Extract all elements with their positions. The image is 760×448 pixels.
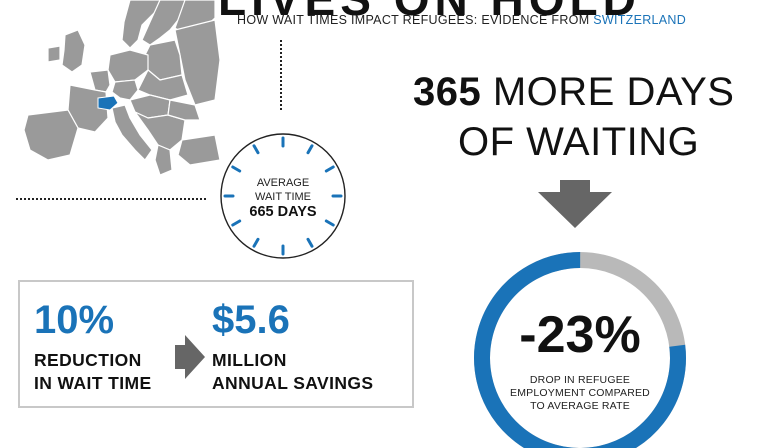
clock-tick bbox=[306, 237, 314, 248]
clock-tick bbox=[324, 165, 335, 173]
reduction-value: 10% bbox=[34, 298, 115, 342]
dotted-connector-horizontal bbox=[16, 198, 206, 202]
headline-line-1-text: MORE DAYS bbox=[481, 70, 735, 114]
ring-value: -23% bbox=[519, 306, 641, 364]
headline-line-1: 365 MORE DAYS bbox=[413, 70, 734, 115]
page-subtitle: HOW WAIT TIMES IMPACT REFUGEES: EVIDENCE… bbox=[237, 13, 686, 27]
right-arrow-icon bbox=[175, 335, 205, 379]
employment-ring bbox=[474, 252, 686, 448]
clock-tick bbox=[324, 219, 335, 227]
headline-line-2: OF WAITING bbox=[458, 120, 700, 164]
savings-box bbox=[18, 280, 414, 408]
subtitle-text: HOW WAIT TIMES IMPACT REFUGEES: EVIDENCE… bbox=[237, 13, 594, 27]
ring-progress bbox=[474, 252, 686, 448]
headline-number: 365 bbox=[413, 70, 482, 114]
reduction-label-2: IN WAIT TIME bbox=[34, 373, 152, 393]
page-title: LIVES ON HOLD bbox=[218, 0, 641, 26]
clock-tick bbox=[231, 165, 242, 173]
savings-label-2: ANNUAL SAVINGS bbox=[212, 373, 374, 393]
subtitle-country: SWITZERLAND bbox=[593, 13, 687, 27]
down-arrow-icon bbox=[538, 180, 612, 228]
clock-value: 665 DAYS bbox=[249, 204, 317, 220]
ring-label-3: TO AVERAGE RATE bbox=[530, 400, 630, 412]
clock-tick bbox=[231, 219, 242, 227]
ring-label-2: EMPLOYMENT COMPARED bbox=[510, 387, 650, 399]
savings-value: $5.6 bbox=[212, 298, 290, 342]
clock-label-1: AVERAGE bbox=[256, 177, 310, 189]
clock-label-2: WAIT TIME bbox=[254, 191, 312, 203]
dotted-connector-vertical bbox=[280, 40, 284, 110]
europe-map-icon bbox=[23, 0, 220, 176]
clock-tick bbox=[252, 144, 260, 155]
clock-tick bbox=[306, 144, 314, 155]
clock-icon bbox=[220, 133, 346, 259]
switzerland-highlight bbox=[97, 95, 119, 111]
savings-label-1: MILLION bbox=[212, 350, 287, 370]
ring-label-1: DROP IN REFUGEE bbox=[529, 374, 631, 386]
reduction-label-1: REDUCTION bbox=[34, 350, 142, 370]
clock-tick bbox=[252, 237, 260, 248]
